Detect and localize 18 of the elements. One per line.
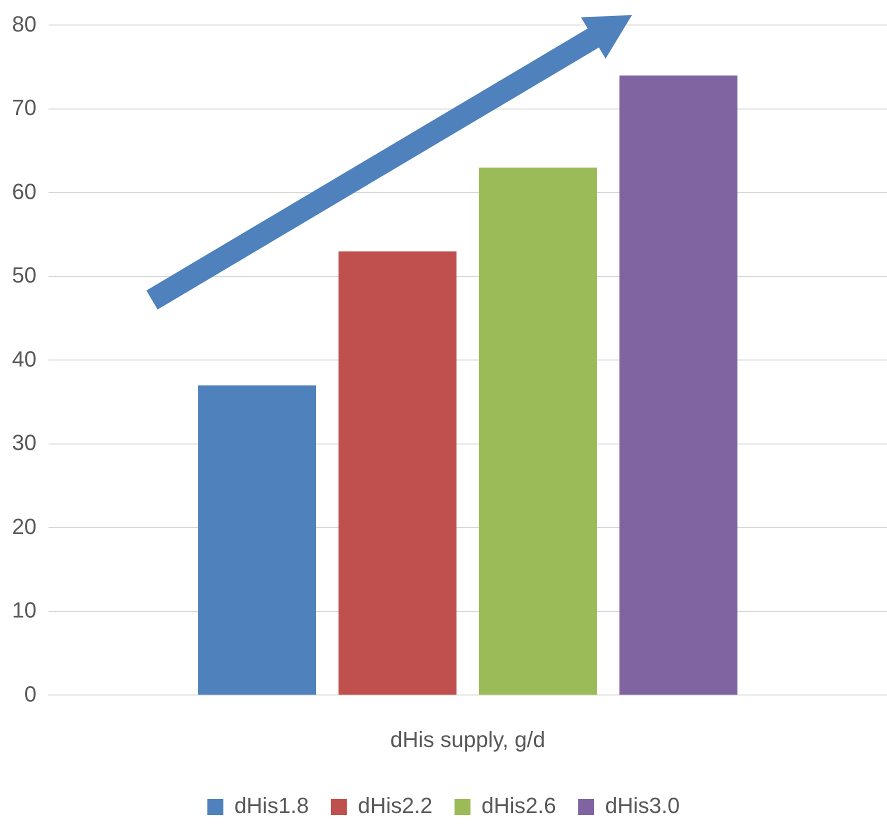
y-tick-label: 60: [12, 178, 36, 204]
y-tick-label: 20: [12, 514, 36, 539]
bar: [619, 75, 738, 695]
y-tick-label: 10: [12, 598, 36, 623]
legend-label: dHis1.8: [234, 793, 309, 818]
bar: [338, 251, 456, 695]
legend-label: dHis2.6: [482, 793, 556, 818]
legend-label: dHis3.0: [605, 793, 680, 818]
y-tick-label: 40: [12, 346, 36, 372]
x-axis-title: dHis supply, g/d: [390, 726, 546, 752]
y-tick-label: 80: [12, 11, 36, 36]
bar: [198, 385, 316, 695]
y-tick-label: 30: [12, 430, 36, 456]
y-tick-label: 0: [24, 681, 36, 706]
y-tick-label: 70: [12, 95, 36, 120]
legend-label: dHis2.2: [358, 793, 432, 818]
bar: [478, 168, 597, 695]
y-tick-label: 50: [12, 262, 36, 288]
